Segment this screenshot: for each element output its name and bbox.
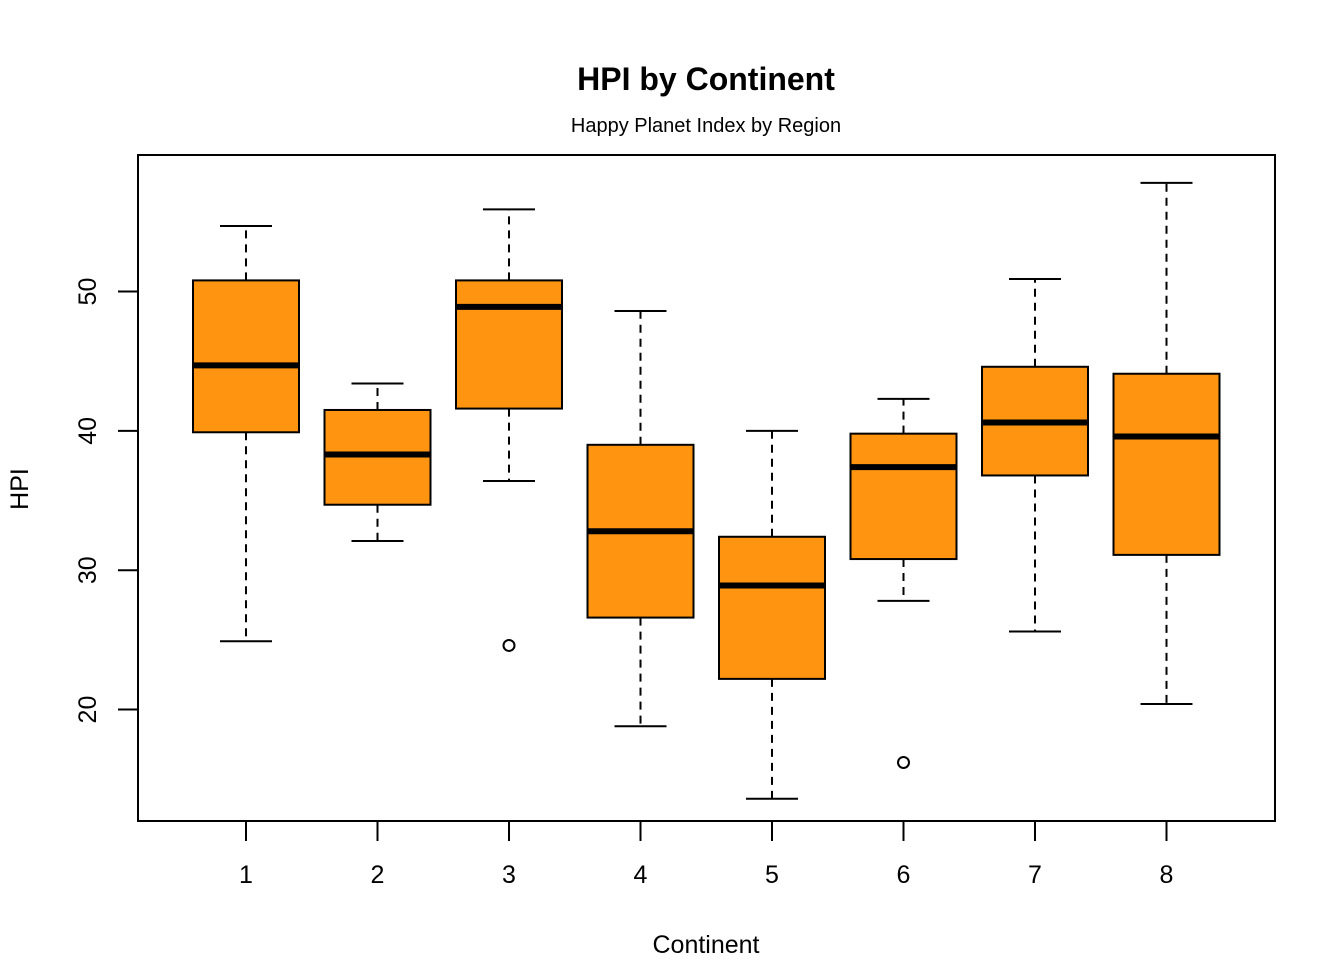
- x-tick-label: 1: [239, 861, 253, 889]
- x-tick-label: 7: [1028, 861, 1042, 889]
- box-group-2: [323, 382, 432, 542]
- y-axis: 20 30 40 50: [74, 278, 139, 724]
- box-group-8: [1112, 181, 1221, 705]
- outlier-point: [897, 755, 910, 769]
- y-tick-label: 50: [74, 278, 102, 306]
- box-group-1: [192, 225, 300, 643]
- x-tick-label: 3: [502, 861, 516, 889]
- box-group-4: [586, 310, 695, 728]
- box-group-6: [849, 397, 958, 769]
- plot-area-frame: [137, 154, 1276, 822]
- box-group-7: [981, 278, 1089, 633]
- box-iqr: [192, 279, 300, 434]
- y-tick-label: 20: [74, 696, 102, 724]
- x-tick-label: 2: [371, 861, 385, 889]
- x-axis-label: Continent: [652, 931, 759, 959]
- box-group-3: [455, 208, 563, 652]
- y-tick-label: 40: [74, 417, 102, 445]
- box-iqr: [849, 432, 958, 561]
- y-axis-label: HPI: [6, 468, 34, 510]
- x-tick-label: 4: [634, 861, 648, 889]
- x-tick-label: 5: [765, 861, 779, 889]
- y-tick-label: 30: [74, 556, 102, 584]
- x-tick-label: 8: [1160, 861, 1174, 889]
- x-tick-label: 6: [897, 861, 911, 889]
- outlier-point: [502, 638, 516, 652]
- box-iqr: [718, 535, 826, 680]
- boxes-layer: [192, 181, 1221, 800]
- chart-subtitle: Happy Planet Index by Region: [571, 115, 841, 137]
- box-iqr: [1112, 372, 1221, 556]
- x-axis: 1 2 3 4 5 6 7 8: [239, 820, 1174, 889]
- box-iqr: [455, 279, 563, 410]
- chart-title: HPI by Continent: [577, 61, 835, 97]
- box-group-5: [718, 429, 826, 800]
